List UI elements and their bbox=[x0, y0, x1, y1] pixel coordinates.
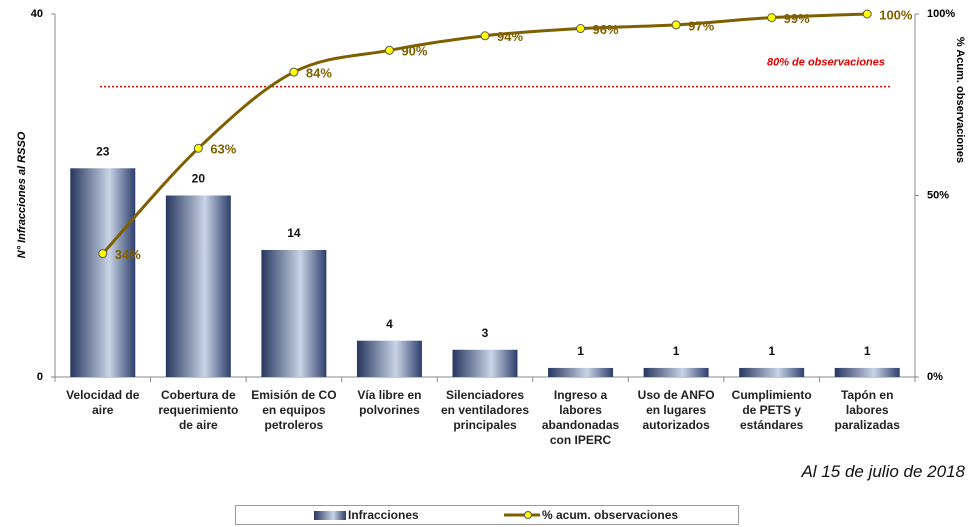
line-value-label: 94% bbox=[497, 29, 523, 44]
bar-value-label: 3 bbox=[482, 326, 489, 340]
bar bbox=[548, 367, 614, 377]
bar-value-label: 1 bbox=[768, 344, 775, 358]
bar bbox=[739, 367, 805, 377]
annotation: 80% de observaciones bbox=[767, 57, 885, 69]
y2-tick-label: 100% bbox=[927, 8, 955, 20]
legend-label: % acum. observaciones bbox=[542, 508, 679, 522]
y2-axis-title: % Acum. observaciones bbox=[954, 37, 966, 163]
y-axis-title: N° Infracciones al RSSO bbox=[16, 131, 28, 258]
line-marker bbox=[671, 20, 681, 30]
y-tick-label: 0 bbox=[37, 371, 43, 383]
y2-tick-label: 0% bbox=[927, 371, 943, 383]
x-tick-label: Vía libre en polvorines bbox=[357, 388, 422, 417]
line-value-label: 84% bbox=[306, 66, 332, 81]
line-marker bbox=[384, 45, 394, 55]
bar bbox=[643, 367, 709, 377]
line-value-label: 97% bbox=[688, 18, 714, 33]
bar-value-label: 1 bbox=[673, 344, 680, 358]
line-marker bbox=[98, 249, 108, 259]
bar-value-label: 14 bbox=[287, 226, 301, 240]
bar-value-label: 4 bbox=[386, 317, 393, 331]
line-value-label: 99% bbox=[784, 11, 810, 26]
bar bbox=[834, 367, 900, 377]
line-value-label: 90% bbox=[401, 44, 427, 59]
legend-item: Infracciones bbox=[314, 508, 419, 522]
note: Al 15 de julio de 2018 bbox=[801, 462, 965, 481]
x-tick-label: Tapón en labores paralizadas bbox=[834, 388, 900, 432]
line-marker bbox=[862, 9, 872, 19]
line-value-label: 34% bbox=[115, 247, 141, 262]
x-tick-label: Cumplimiento de PETS y estándares bbox=[731, 388, 812, 432]
legend-item: % acum. observaciones bbox=[504, 508, 678, 522]
x-tick-label: Velocidad de aire bbox=[66, 388, 140, 417]
legend-label: Infracciones bbox=[348, 508, 419, 522]
x-tick-label: Cobertura de requerimiento de aire bbox=[158, 388, 239, 432]
line-value-label: 100% bbox=[879, 7, 913, 22]
line-marker bbox=[576, 24, 586, 34]
bar-value-label: 1 bbox=[577, 344, 584, 358]
bar bbox=[165, 195, 231, 377]
line-marker bbox=[289, 67, 299, 77]
line-marker bbox=[193, 143, 203, 153]
y-tick-label: 40 bbox=[31, 8, 43, 20]
bar bbox=[70, 168, 136, 377]
legend-swatch bbox=[314, 511, 346, 520]
bar-value-label: 20 bbox=[192, 172, 206, 186]
x-tick-label: Emisión de CO en equipos petroleros bbox=[251, 388, 337, 432]
bar bbox=[261, 249, 327, 377]
bar-value-label: 1 bbox=[864, 344, 871, 358]
bar bbox=[452, 349, 518, 377]
x-tick-label: Uso de ANFO en lugares autorizados bbox=[637, 388, 715, 432]
legend-swatch bbox=[504, 511, 540, 519]
y2-tick-label: 50% bbox=[927, 189, 949, 201]
line bbox=[101, 12, 868, 255]
bar-value-label: 23 bbox=[96, 144, 110, 158]
x-tick-label: Ingreso a labores abandonadas con IPERC bbox=[541, 388, 620, 447]
line-value-label: 96% bbox=[593, 22, 619, 37]
line-marker bbox=[480, 31, 490, 41]
line-value-label: 63% bbox=[210, 142, 236, 157]
legend: Infracciones % acum. observaciones bbox=[235, 505, 739, 525]
x-tick-label: Silenciadores en ventiladores principale… bbox=[440, 388, 530, 432]
line-marker bbox=[767, 13, 777, 23]
bar bbox=[356, 340, 422, 377]
